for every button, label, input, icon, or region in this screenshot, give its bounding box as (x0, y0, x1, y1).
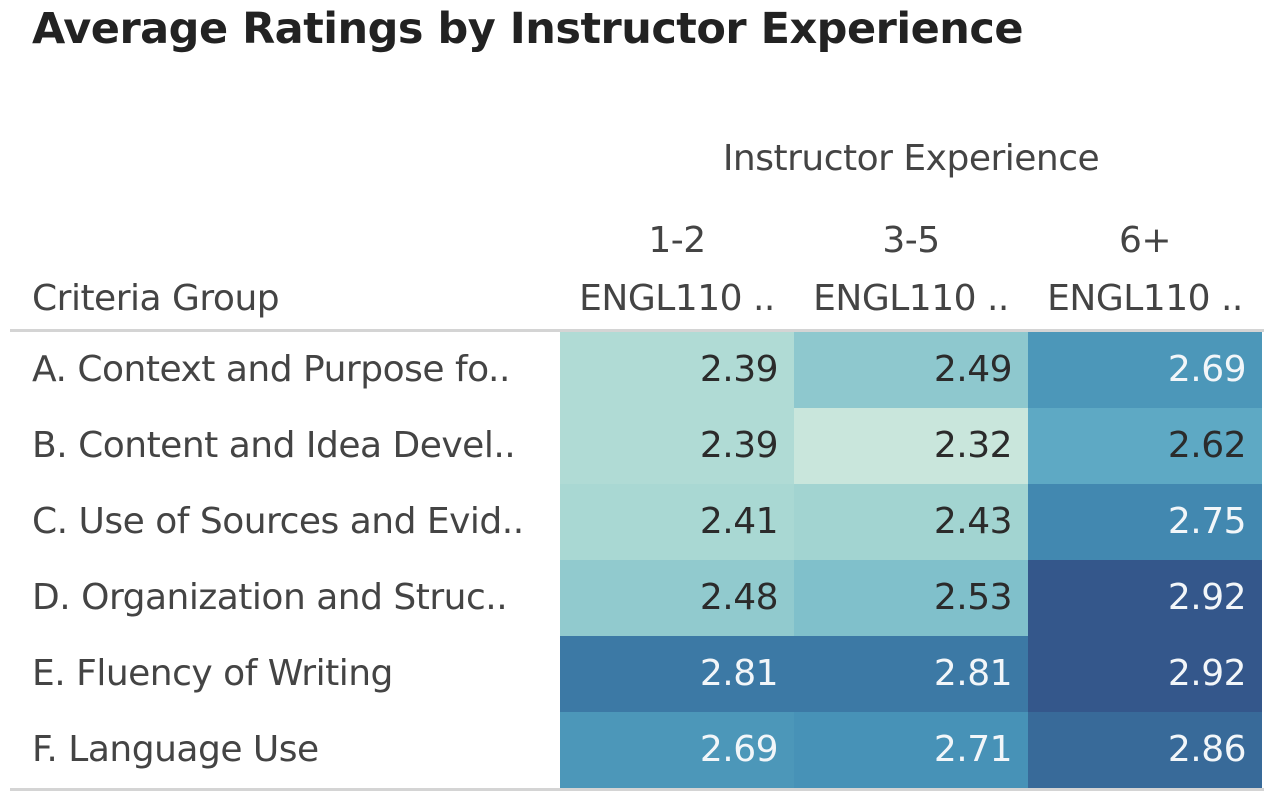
row-label: D. Organization and Struc.. (32, 577, 508, 618)
heatmap-cell: 2.69 (1028, 332, 1262, 408)
column-experience-label: 1-2 (648, 220, 706, 261)
chart-title: Average Ratings by Instructor Experience (32, 4, 1024, 54)
row-label: A. Context and Purpose fo.. (32, 349, 510, 390)
column-experience-label: 3-5 (882, 220, 940, 261)
heatmap-cell: 2.32 (794, 408, 1028, 484)
column-course-label: ENGL110 .. (1047, 278, 1243, 319)
heatmap-cell: 2.62 (1028, 408, 1262, 484)
row-label: E. Fluency of Writing (32, 653, 393, 694)
heatmap-cell: 2.69 (560, 712, 794, 788)
bottom-divider (10, 788, 1264, 791)
column-course-label: ENGL110 .. (813, 278, 1009, 319)
heatmap-cell: 2.81 (560, 636, 794, 712)
heatmap-cell: 2.39 (560, 332, 794, 408)
column-group-label: Instructor Experience (722, 138, 1100, 179)
heatmap-cell: 2.71 (794, 712, 1028, 788)
heatmap-cell: 2.75 (1028, 484, 1262, 560)
heatmap-cell: 2.81 (794, 636, 1028, 712)
row-label: C. Use of Sources and Evid.. (32, 501, 524, 542)
row-label: B. Content and Idea Devel.. (32, 425, 516, 466)
column-course-label: ENGL110 .. (579, 278, 775, 319)
heatmap-cell: 2.39 (560, 408, 794, 484)
heatmap-cell: 2.48 (560, 560, 794, 636)
heatmap-cell: 2.86 (1028, 712, 1262, 788)
heatmap-cell: 2.49 (794, 332, 1028, 408)
row-header-label: Criteria Group (32, 278, 280, 319)
heatmap-cell: 2.92 (1028, 560, 1262, 636)
column-experience-label: 6+ (1118, 220, 1172, 261)
heatmap-cell: 2.92 (1028, 636, 1262, 712)
heatmap-cell: 2.41 (560, 484, 794, 560)
heatmap-cell: 2.43 (794, 484, 1028, 560)
heatmap-cell: 2.53 (794, 560, 1028, 636)
row-label: F. Language Use (32, 729, 319, 770)
header-divider (10, 329, 1264, 332)
